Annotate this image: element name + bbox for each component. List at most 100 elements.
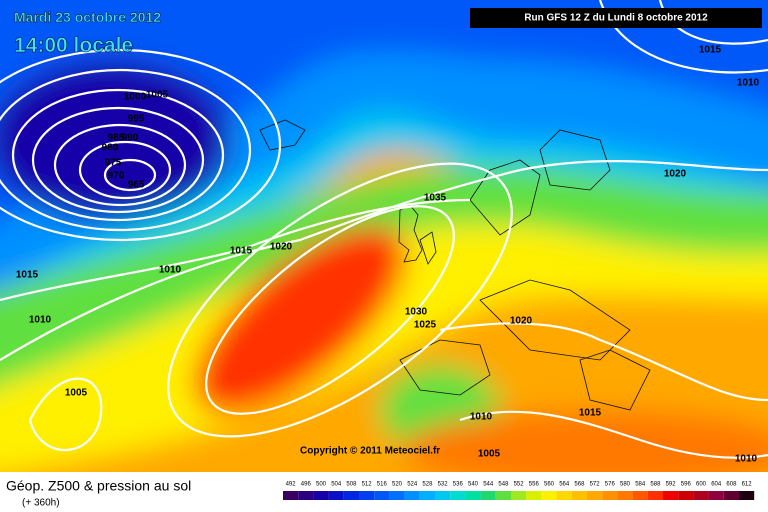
legend-label: 504 — [331, 482, 342, 488]
legend-swatch — [571, 491, 587, 500]
legend-label: 516 — [377, 482, 388, 488]
legend-swatch — [404, 491, 420, 500]
legend-swatch — [511, 491, 527, 500]
legend-swatch — [343, 491, 359, 500]
isobar-label: 1015 — [16, 270, 39, 281]
isobar-label: 995 — [128, 114, 145, 125]
legend-swatch — [723, 491, 739, 500]
legend-swatch — [298, 491, 314, 500]
footer-title: Géop. Z500 & pression au sol — [6, 478, 191, 494]
legend-label: 596 — [681, 482, 692, 488]
legend-label: 512 — [362, 482, 373, 488]
legend-swatch — [465, 491, 481, 500]
isobar-label: 1025 — [414, 320, 437, 331]
legend-label: 580 — [620, 482, 631, 488]
legend-swatch — [283, 491, 299, 500]
isobar-label: 1010 — [737, 78, 760, 89]
legend-label: 500 — [316, 482, 327, 488]
isobar-label: 1005 — [65, 388, 88, 399]
legend-swatch — [647, 491, 663, 500]
legend-label: 492 — [286, 482, 297, 488]
isobar-label: 990 — [122, 133, 139, 144]
legend-label: 508 — [346, 482, 357, 488]
isobar-label: 985 — [108, 133, 125, 144]
legend-label: 560 — [544, 482, 555, 488]
legend-swatch — [541, 491, 557, 500]
legend-swatch — [617, 491, 633, 500]
isobar-label: 980 — [102, 143, 119, 154]
isobar-label: 1035 — [424, 193, 447, 204]
legend-label: 496 — [301, 482, 312, 488]
legend-label: 548 — [498, 482, 509, 488]
copyright: Copyright © 2011 Meteociel.fr — [300, 446, 440, 457]
legend-label: 612 — [742, 482, 753, 488]
isobar-label: 1005 — [146, 90, 169, 101]
legend-swatch — [663, 491, 679, 500]
legend-label: 608 — [726, 482, 737, 488]
legend-swatch — [374, 491, 390, 500]
legend-swatch — [389, 491, 405, 500]
run-info: Run GFS 12 Z du Lundi 8 octobre 2012 — [524, 13, 708, 24]
isobar-label: 970 — [108, 171, 125, 182]
isobar-label: 1015 — [230, 246, 253, 257]
legend-label: 528 — [422, 482, 433, 488]
legend-label: 568 — [574, 482, 585, 488]
isobar-label: 1030 — [405, 307, 428, 318]
legend-swatch — [587, 491, 603, 500]
time: 14:00 locale — [14, 34, 133, 57]
isobar-label: 1020 — [270, 242, 293, 253]
isobars — [0, 0, 768, 488]
legend-swatch — [739, 491, 755, 500]
legend-label: 584 — [635, 482, 646, 488]
isobar-label: 1020 — [664, 169, 687, 180]
legend-swatch — [419, 491, 435, 500]
legend-swatch — [435, 491, 451, 500]
legend-swatch — [328, 491, 344, 500]
legend-swatch — [708, 491, 724, 500]
legend: 492 496 500 504 508 512 516 520 524 528 532 536 540 5… — [283, 482, 755, 500]
coastline — [259, 119, 651, 411]
legend-label: 524 — [407, 482, 418, 488]
isobar-label: 975 — [105, 158, 122, 169]
footer-lead: (+ 360h) — [22, 498, 60, 509]
legend-label: 604 — [711, 482, 722, 488]
isobar-label: 1010 — [470, 412, 493, 423]
isobar-label: 1015 — [579, 408, 602, 419]
legend-swatch — [602, 491, 618, 500]
isobar-label: 1015 — [699, 45, 722, 56]
legend-label: 600 — [696, 482, 707, 488]
legend-swatch — [359, 491, 375, 500]
isobar-label: 965 — [128, 180, 145, 191]
legend-label: 572 — [590, 482, 601, 488]
date: Mardi 23 octobre 2012 — [14, 9, 161, 25]
legend-label: 540 — [468, 482, 479, 488]
legend-swatch — [693, 491, 709, 500]
isobar-label: 1010 — [735, 454, 758, 465]
isobar-label: 1010 — [29, 315, 52, 326]
legend-swatch — [480, 491, 496, 500]
legend-label: 552 — [514, 482, 525, 488]
legend-label: 536 — [453, 482, 464, 488]
legend-label: 588 — [650, 482, 661, 488]
legend-label: 520 — [392, 482, 403, 488]
isobar-label: 1005 — [478, 449, 501, 460]
legend-swatch — [556, 491, 572, 500]
isobar-label: 1010 — [159, 265, 182, 276]
isobar-label: 1000 — [124, 92, 147, 103]
legend-swatch — [678, 491, 694, 500]
legend-label: 564 — [559, 482, 570, 488]
legend-swatch — [313, 491, 329, 500]
legend-swatch — [526, 491, 542, 500]
legend-label: 576 — [605, 482, 616, 488]
legend-swatch — [450, 491, 466, 500]
legend-label: 544 — [483, 482, 494, 488]
legend-swatch — [632, 491, 648, 500]
isobar-label: 1020 — [510, 316, 533, 327]
legend-label: 592 — [666, 482, 677, 488]
legend-label: 556 — [529, 482, 540, 488]
legend-label: 532 — [438, 482, 449, 488]
legend-swatch — [495, 491, 511, 500]
run-box — [470, 8, 762, 28]
